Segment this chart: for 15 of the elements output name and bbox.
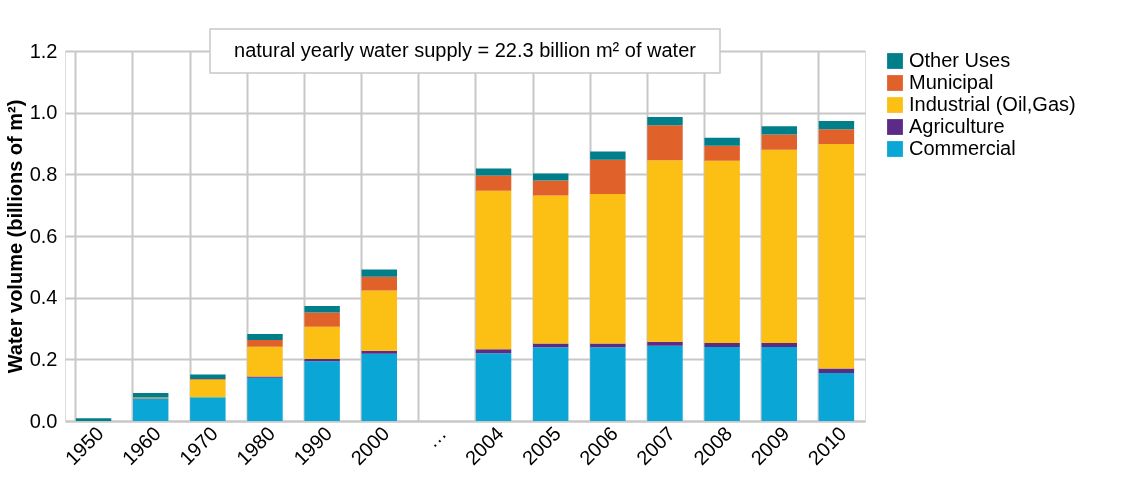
legend-label: Agriculture	[909, 115, 1005, 137]
legend-label: Commercial	[909, 137, 1016, 159]
y-tick-label: 0.2	[29, 347, 58, 370]
y-axis-title: Water volume (billions of m²)	[3, 99, 26, 374]
x-tick-label: …	[420, 422, 451, 452]
legend-label: Industrial (Oil,Gas)	[909, 93, 1076, 115]
y-tick-label: 0.8	[29, 162, 58, 185]
legend-label: Other Uses	[909, 49, 1011, 71]
annotation: natural yearly water supply = 22.3 billion m² of water	[234, 39, 697, 61]
y-tick-label: 0.6	[29, 224, 58, 247]
y-tick-label: 0.4	[29, 286, 58, 309]
y-tick-label: 0.0	[29, 409, 58, 432]
legend-label: Municipal	[909, 71, 994, 93]
y-tick-label: 1.2	[29, 39, 58, 62]
y-tick-label: 1.0	[29, 101, 58, 124]
